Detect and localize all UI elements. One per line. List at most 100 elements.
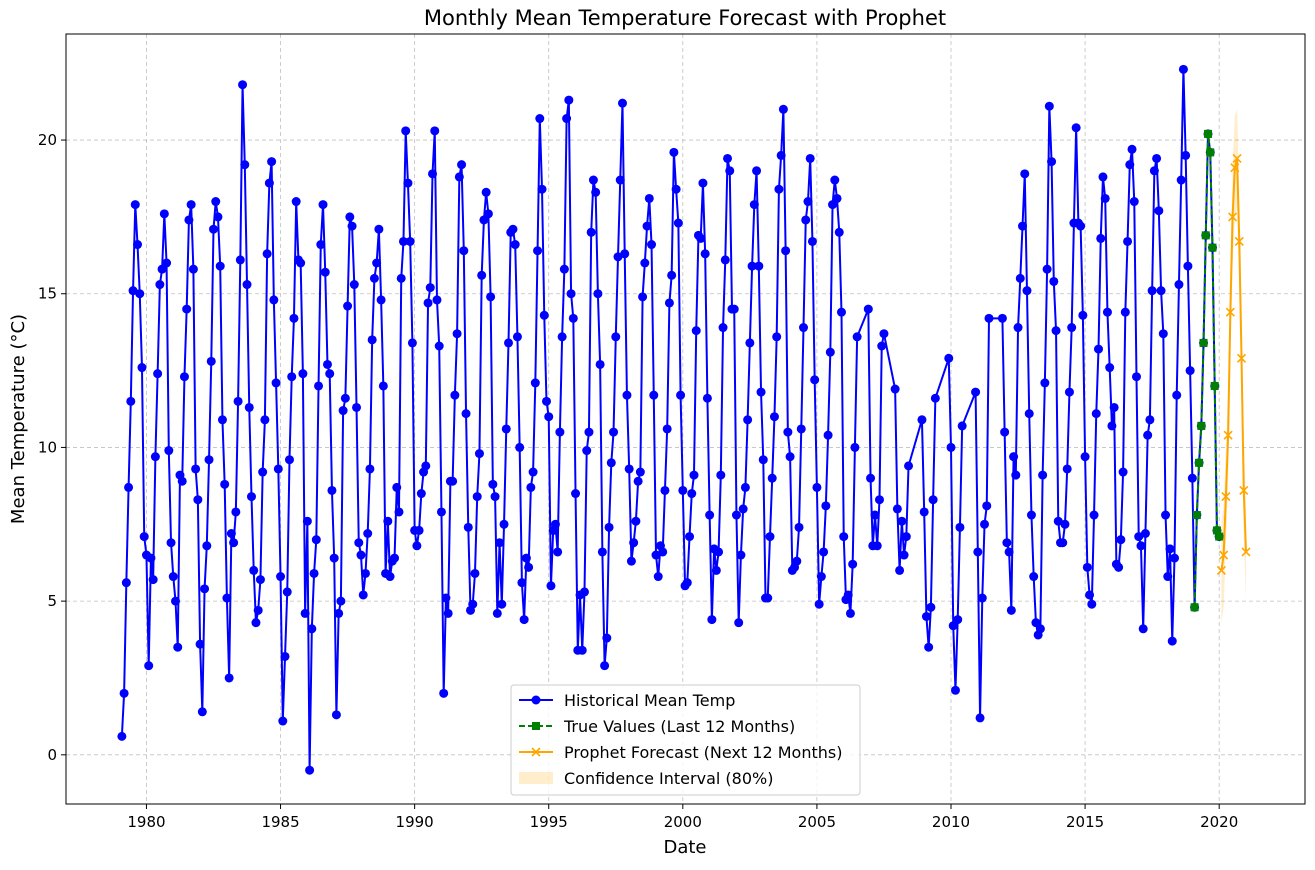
historical-point (1049, 276, 1059, 286)
x-tick-label: 1990 (396, 813, 434, 831)
historical-point (512, 332, 522, 342)
y-tick-label: 20 (38, 131, 57, 149)
y-tick-label: 10 (38, 438, 57, 456)
historical-point (499, 519, 509, 529)
historical-point (555, 427, 565, 437)
historical-point (347, 221, 357, 231)
historical-point (287, 372, 297, 382)
historical-point (539, 310, 549, 320)
historical-point (1107, 421, 1117, 431)
historical-point (329, 553, 339, 563)
historical-point (1147, 286, 1157, 296)
historical-point (957, 421, 967, 431)
historical-point (1038, 470, 1048, 480)
historical-point (872, 541, 882, 551)
historical-point (276, 572, 286, 582)
historical-point (716, 470, 726, 480)
historical-point (541, 396, 551, 406)
historical-point (1022, 286, 1032, 296)
historical-point (611, 332, 621, 342)
historical-point (291, 197, 301, 207)
historical-point (385, 572, 395, 582)
historical-point (640, 258, 650, 268)
historical-point (267, 157, 277, 167)
historical-point (202, 541, 212, 551)
historical-point (135, 289, 145, 299)
historical-point (799, 323, 808, 333)
historical-point (682, 578, 692, 588)
historical-point (633, 476, 643, 486)
historical-point (930, 393, 940, 403)
true-value-point (1195, 458, 1204, 467)
historical-point (863, 304, 873, 314)
historical-point (921, 611, 931, 621)
historical-point (919, 507, 929, 517)
true-value-point (1208, 243, 1217, 252)
historical-point (322, 359, 332, 369)
historical-point (150, 452, 160, 462)
historical-point (314, 381, 324, 391)
true-value-point (1199, 338, 1208, 347)
historical-point (423, 298, 433, 308)
historical-point (130, 200, 140, 210)
historical-point (200, 584, 210, 594)
true-value-point (1206, 148, 1215, 157)
historical-point (673, 218, 683, 228)
historical-point (814, 599, 824, 609)
historical-point (588, 175, 598, 185)
historical-point (264, 178, 274, 188)
x-axis-ticks: 1980 1985 1990 1995 2000 2005 2010 2015 2020 (127, 804, 1238, 831)
historical-point (562, 114, 572, 124)
historical-point (553, 547, 563, 557)
historical-point (980, 519, 990, 529)
historical-point (544, 412, 554, 422)
historical-point (577, 645, 587, 655)
historical-point (354, 538, 364, 548)
historical-point (508, 224, 518, 234)
historical-point (278, 716, 288, 726)
historical-point (501, 424, 511, 434)
historical-point (752, 166, 762, 176)
historical-point (521, 553, 531, 563)
historical-point (615, 175, 625, 185)
historical-point (1009, 452, 1019, 462)
historical-point (895, 565, 905, 575)
legend-item-interval: Confidence Interval (80%) (519, 769, 773, 788)
historical-point (345, 212, 355, 222)
historical-point (850, 442, 860, 452)
historical-point (685, 532, 695, 542)
historical-point (1105, 363, 1115, 373)
historical-point (146, 553, 156, 563)
true-value-point (1212, 526, 1221, 535)
historical-point (224, 673, 234, 683)
x-tick-label: 2015 (1066, 813, 1104, 831)
historical-point (738, 504, 748, 514)
historical-point (832, 193, 842, 203)
historical-point (890, 384, 900, 394)
historical-point (946, 442, 956, 452)
historical-point (758, 455, 768, 465)
historical-point (188, 264, 198, 274)
historical-point (309, 568, 319, 578)
historical-point (490, 492, 500, 502)
historical-point (1044, 101, 1054, 111)
historical-point (803, 197, 813, 207)
historical-point (155, 280, 165, 290)
historical-point (606, 458, 616, 468)
historical-point (137, 363, 147, 373)
historical-point (258, 467, 268, 477)
historical-point (244, 402, 254, 412)
historical-point (1131, 372, 1141, 382)
historical-point (1138, 624, 1148, 634)
historical-point (702, 393, 712, 403)
true-value-point (1192, 511, 1201, 520)
historical-point (524, 562, 534, 572)
historical-point (1185, 366, 1195, 376)
historical-point (260, 415, 270, 425)
historical-point (1040, 378, 1050, 388)
historical-point (168, 572, 178, 582)
historical-point (892, 504, 902, 514)
historical-point (1051, 326, 1061, 336)
historical-point (671, 184, 681, 194)
historical-point (454, 172, 464, 182)
